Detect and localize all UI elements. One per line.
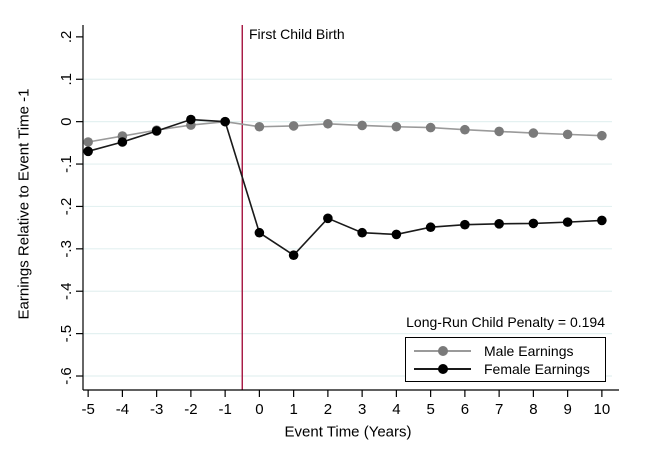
- male-earnings-line: [88, 120, 602, 143]
- x-tick-label: 6: [461, 401, 469, 418]
- male-earnings-point: [254, 121, 265, 132]
- legend-label-female: Female Earnings: [484, 360, 590, 377]
- x-tick-label: -3: [150, 401, 163, 418]
- y-tick-label: -.5: [58, 325, 75, 343]
- female-earnings-point: [254, 227, 265, 238]
- y-tick-label: .2: [58, 31, 75, 44]
- male-earnings-point: [597, 130, 607, 141]
- x-axis-title: Event Time (Years): [284, 423, 412, 441]
- x-tick-label: 4: [392, 401, 400, 418]
- male-earnings-point: [460, 124, 470, 135]
- male-legend-dot-icon: [437, 345, 448, 356]
- female-earnings-point: [597, 215, 607, 226]
- female-earnings-point: [220, 116, 230, 127]
- female-earnings-point: [460, 219, 470, 230]
- female-earnings-point: [117, 137, 128, 147]
- male-earnings-point: [425, 122, 436, 133]
- x-tick-label: -4: [116, 401, 129, 418]
- male-earnings-point: [288, 121, 299, 131]
- y-tick-label: -.1: [58, 155, 75, 173]
- female-earnings-point: [562, 217, 573, 227]
- male-earnings-point: [391, 121, 402, 132]
- female-earnings-line: [87, 118, 602, 257]
- x-tick-label: -5: [81, 401, 94, 418]
- legend-label-male: Male Earnings: [484, 342, 574, 359]
- y-tick-label: -.3: [58, 240, 75, 258]
- x-tick-label: 10: [594, 401, 611, 418]
- female-legend-dot-icon: [437, 363, 448, 374]
- x-tick-label: 2: [324, 401, 332, 418]
- female-earnings-point: [494, 219, 504, 229]
- legend-box: Male Earnings Female Earnings: [405, 337, 606, 382]
- male-earnings-point: [323, 118, 333, 129]
- male-earnings-point: [528, 128, 539, 138]
- male-earnings-point: [494, 126, 504, 137]
- y-tick-label: .1: [58, 73, 75, 86]
- legend-item-female: Female Earnings: [406, 360, 605, 377]
- x-tick-label: -1: [218, 401, 231, 418]
- first-child-birth-label: First Child Birth: [249, 26, 345, 42]
- long-run-child-penalty-annotation: Long-Run Child Penalty = 0.194: [406, 314, 605, 330]
- y-tick-label: -.4: [58, 282, 75, 300]
- female-earnings-point: [391, 229, 402, 240]
- female-earnings-point: [528, 218, 539, 229]
- male-earnings-point: [562, 129, 573, 140]
- x-tick-label: 7: [495, 401, 503, 418]
- legend-item-male: Male Earnings: [406, 342, 605, 359]
- x-tick-label: 0: [255, 401, 263, 418]
- female-earnings-point: [186, 114, 196, 125]
- female-earnings-point: [357, 227, 367, 238]
- x-tick-label: 1: [289, 401, 297, 418]
- male-series-marker-icon: [414, 345, 471, 356]
- female-series-marker-icon: [414, 363, 471, 374]
- x-tick-label: -2: [184, 401, 197, 418]
- male-earnings-point: [83, 137, 93, 147]
- x-tick-label: 8: [529, 401, 537, 418]
- y-tick-label: -.6: [58, 367, 75, 385]
- x-tick-label: 3: [358, 401, 366, 418]
- y-axis-title: Earnings Relative to Event Time -1: [15, 88, 33, 320]
- y-tick-label: -.2: [58, 198, 75, 216]
- female-earnings-point: [151, 126, 162, 136]
- female-earnings-point: [288, 250, 299, 260]
- y-tick-label: 0: [58, 117, 75, 125]
- female-earnings-point: [323, 213, 333, 224]
- female-earnings-point: [425, 222, 436, 233]
- x-tick-label: 5: [426, 401, 434, 418]
- female-earnings-point: [83, 146, 93, 157]
- x-tick-label: 9: [563, 401, 571, 418]
- male-earnings-point: [357, 120, 367, 131]
